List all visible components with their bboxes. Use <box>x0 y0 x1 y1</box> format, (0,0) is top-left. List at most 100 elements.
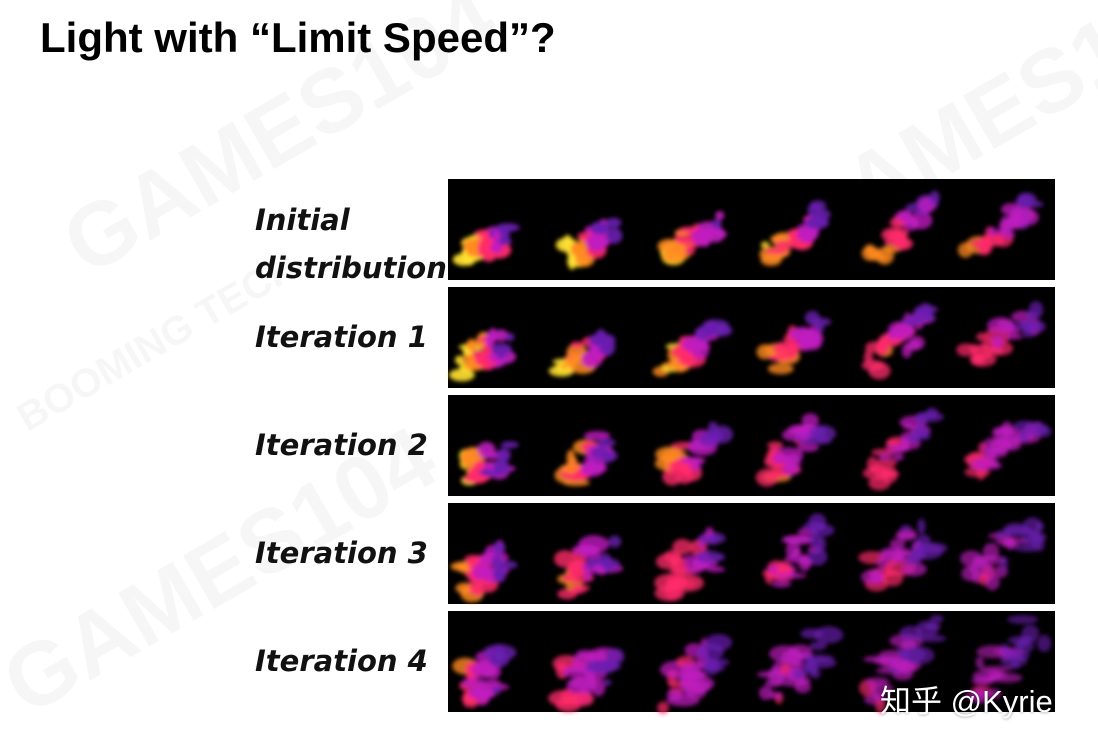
glow <box>1001 421 1013 438</box>
glow <box>695 550 722 564</box>
glow <box>672 538 693 555</box>
glow <box>804 657 837 669</box>
glow <box>583 571 593 581</box>
glow <box>975 656 984 669</box>
glow <box>813 626 844 644</box>
glow <box>711 219 722 229</box>
glow <box>988 688 1002 699</box>
glow <box>1000 556 1009 571</box>
glow <box>606 648 625 665</box>
glow <box>918 542 948 554</box>
glow <box>976 332 988 342</box>
glow <box>684 457 705 466</box>
glow <box>1006 615 1039 624</box>
glow <box>689 464 702 471</box>
glow <box>989 461 1002 470</box>
glow <box>506 332 515 342</box>
glow <box>917 518 926 535</box>
glow <box>808 513 827 530</box>
glow <box>490 343 512 356</box>
glow <box>929 190 940 205</box>
glow <box>892 670 913 681</box>
glow <box>909 217 919 227</box>
glow <box>919 302 933 317</box>
glow <box>705 566 726 573</box>
glow <box>476 689 490 706</box>
glow <box>984 573 1000 591</box>
glow <box>606 227 623 244</box>
glow <box>711 425 733 444</box>
glow <box>1021 624 1040 641</box>
glow <box>705 634 733 651</box>
glow <box>490 242 503 254</box>
heatmap <box>450 513 1047 603</box>
glow <box>924 622 942 631</box>
glow <box>798 554 812 572</box>
row-label: Iteration 2 <box>255 428 428 462</box>
glow <box>500 441 519 449</box>
glow <box>895 235 909 251</box>
glow <box>892 452 904 461</box>
glow <box>890 323 915 341</box>
glow <box>982 542 1000 561</box>
glow <box>715 553 726 561</box>
glow <box>916 431 931 441</box>
glow <box>572 584 591 592</box>
glow <box>894 445 911 452</box>
glow <box>492 464 512 472</box>
slide-title: Light with “Limit Speed”? <box>40 14 556 61</box>
glow <box>809 641 827 651</box>
glow <box>570 692 595 707</box>
glow <box>916 634 947 643</box>
glow <box>992 346 1004 356</box>
glow <box>1036 634 1052 653</box>
glow <box>871 576 884 584</box>
row-label: Initial distribution <box>255 203 447 285</box>
glow <box>900 562 927 577</box>
glow <box>493 570 505 583</box>
glow <box>585 237 611 246</box>
glow <box>477 441 496 458</box>
glow <box>486 663 501 680</box>
glow <box>454 355 464 365</box>
heatmap <box>452 614 1052 715</box>
glow <box>1000 643 1009 653</box>
glow <box>878 452 892 461</box>
glow <box>904 646 935 665</box>
glow <box>657 701 669 715</box>
glow <box>1019 430 1029 443</box>
glow <box>583 431 611 441</box>
glow <box>701 227 712 236</box>
glow <box>925 407 939 419</box>
glow <box>492 229 501 247</box>
glow <box>679 675 715 692</box>
row-label: Iteration 3 <box>255 536 428 570</box>
glow <box>794 680 812 694</box>
glow <box>597 438 616 448</box>
glow <box>1003 522 1028 537</box>
row-label: Iteration 1 <box>255 320 428 354</box>
glow <box>764 571 774 585</box>
glow <box>1035 521 1044 532</box>
glow <box>768 691 784 699</box>
glow <box>965 689 995 702</box>
glow <box>1021 529 1042 547</box>
glow <box>562 234 573 252</box>
glow <box>1018 192 1037 207</box>
glow <box>889 538 906 549</box>
glow <box>570 341 584 349</box>
glow <box>791 548 802 556</box>
glow <box>915 412 928 426</box>
glow <box>600 450 615 461</box>
glow <box>771 580 792 588</box>
glow <box>598 553 612 567</box>
glow <box>482 644 517 661</box>
glow <box>605 217 622 228</box>
glow <box>801 413 819 428</box>
glow <box>781 535 815 545</box>
glow <box>678 226 699 233</box>
glow <box>671 557 689 575</box>
glow <box>897 228 909 238</box>
